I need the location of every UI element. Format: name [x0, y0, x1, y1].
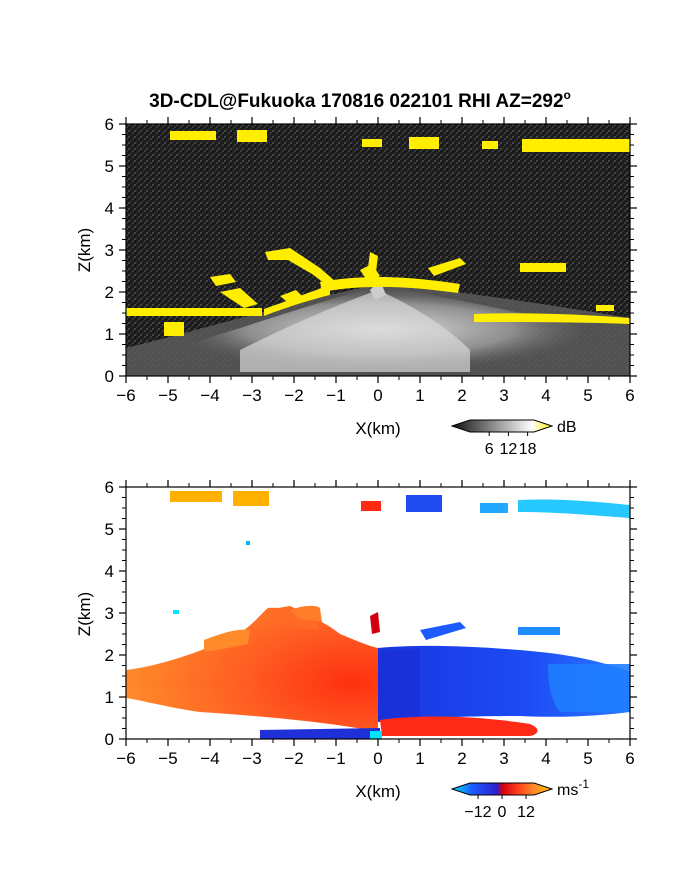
- reflectivity-x-label: X(km): [355, 419, 400, 438]
- velocity-x-tick-label: 3: [499, 749, 508, 768]
- velocity-colorbar: ms-1 −12 0 12: [450, 777, 589, 821]
- reflectivity-y-tick-label: 4: [105, 199, 114, 218]
- velocity-x-tick-label: 0: [373, 749, 382, 768]
- velocity-x-label: X(km): [355, 782, 400, 801]
- velocity-y-tick-label: 6: [105, 478, 114, 497]
- velocity-colorbar-tick-label: 0: [498, 804, 507, 821]
- velocity-y-tick-label: 2: [105, 646, 114, 665]
- velocity-y-tick-label: 0: [105, 730, 114, 749]
- reflectivity-y-tick-label: 2: [105, 283, 114, 302]
- velocity-y-tick-label: 5: [105, 520, 114, 539]
- reflectivity-axes: −6 −5 −4 −3 −2 −1 0 1 2 3 4 5 6 0 1 2 3 4 5 6: [105, 115, 637, 405]
- reflectivity-x-tick-label: −1: [326, 386, 345, 405]
- reflectivity-x-tick-label: −5: [158, 386, 177, 405]
- reflectivity-field: [126, 124, 630, 376]
- reflectivity-colorbar-tick-label: 12: [500, 441, 518, 458]
- velocity-x-tick-label: −1: [326, 749, 345, 768]
- reflectivity-x-tick-label: −3: [242, 386, 261, 405]
- reflectivity-colorbar-unit: dB: [557, 419, 577, 436]
- velocity-x-tick-label: −6: [116, 749, 135, 768]
- reflectivity-x-tick-label: 3: [499, 386, 508, 405]
- reflectivity-x-tick-label: −4: [200, 386, 219, 405]
- reflectivity-y-tick-label: 1: [105, 325, 114, 344]
- reflectivity-x-tick-label: 4: [541, 386, 550, 405]
- reflectivity-cloud-features: [126, 130, 630, 336]
- reflectivity-x-tick-label: 2: [457, 386, 466, 405]
- velocity-x-tick-label: −3: [242, 749, 261, 768]
- velocity-y-tick-label: 4: [105, 562, 114, 581]
- reflectivity-x-tick-label: −2: [284, 386, 303, 405]
- velocity-y-tick-label: 1: [105, 688, 114, 707]
- velocity-y-tick-label: 3: [105, 604, 114, 623]
- reflectivity-y-label: Z(km): [75, 228, 94, 272]
- reflectivity-y-tick-label: 3: [105, 241, 114, 260]
- velocity-x-tick-label: −2: [284, 749, 303, 768]
- reflectivity-colorbar-tick-label: 6: [485, 441, 494, 458]
- velocity-x-tick-label: −4: [200, 749, 219, 768]
- velocity-x-tick-label: 6: [625, 749, 634, 768]
- velocity-colorbar-tick-label: −12: [464, 804, 491, 821]
- velocity-x-tick-label: 2: [457, 749, 466, 768]
- reflectivity-x-tick-label: 1: [415, 386, 424, 405]
- velocity-field: [126, 487, 630, 739]
- reflectivity-x-tick-label: −6: [116, 386, 135, 405]
- reflectivity-x-tick-label: 6: [625, 386, 634, 405]
- velocity-x-tick-label: 5: [583, 749, 592, 768]
- reflectivity-y-tick-label: 0: [105, 367, 114, 386]
- velocity-y-label: Z(km): [75, 592, 94, 636]
- velocity-axes: −6 −5 −4 −3 −2 −1 0 1 2 3 4 5 6 0 1 2 3 4 5 6: [105, 478, 637, 768]
- reflectivity-x-tick-label: 0: [373, 386, 382, 405]
- velocity-x-tick-label: 4: [541, 749, 550, 768]
- figure-title: 3D-CDL@Fukuoka 170816 022101 RHI AZ=292o: [149, 88, 571, 112]
- reflectivity-y-tick-label: 6: [105, 115, 114, 134]
- velocity-x-tick-label: 1: [415, 749, 424, 768]
- reflectivity-colorbar: dB 6 12 18: [450, 419, 577, 458]
- velocity-x-tick-label: −5: [158, 749, 177, 768]
- velocity-colorbar-unit: ms-1: [557, 777, 589, 799]
- reflectivity-y-tick-label: 5: [105, 157, 114, 176]
- reflectivity-colorbar-tick-label: 18: [519, 441, 537, 458]
- reflectivity-x-tick-label: 5: [583, 386, 592, 405]
- velocity-colorbar-tick-label: 12: [517, 804, 535, 821]
